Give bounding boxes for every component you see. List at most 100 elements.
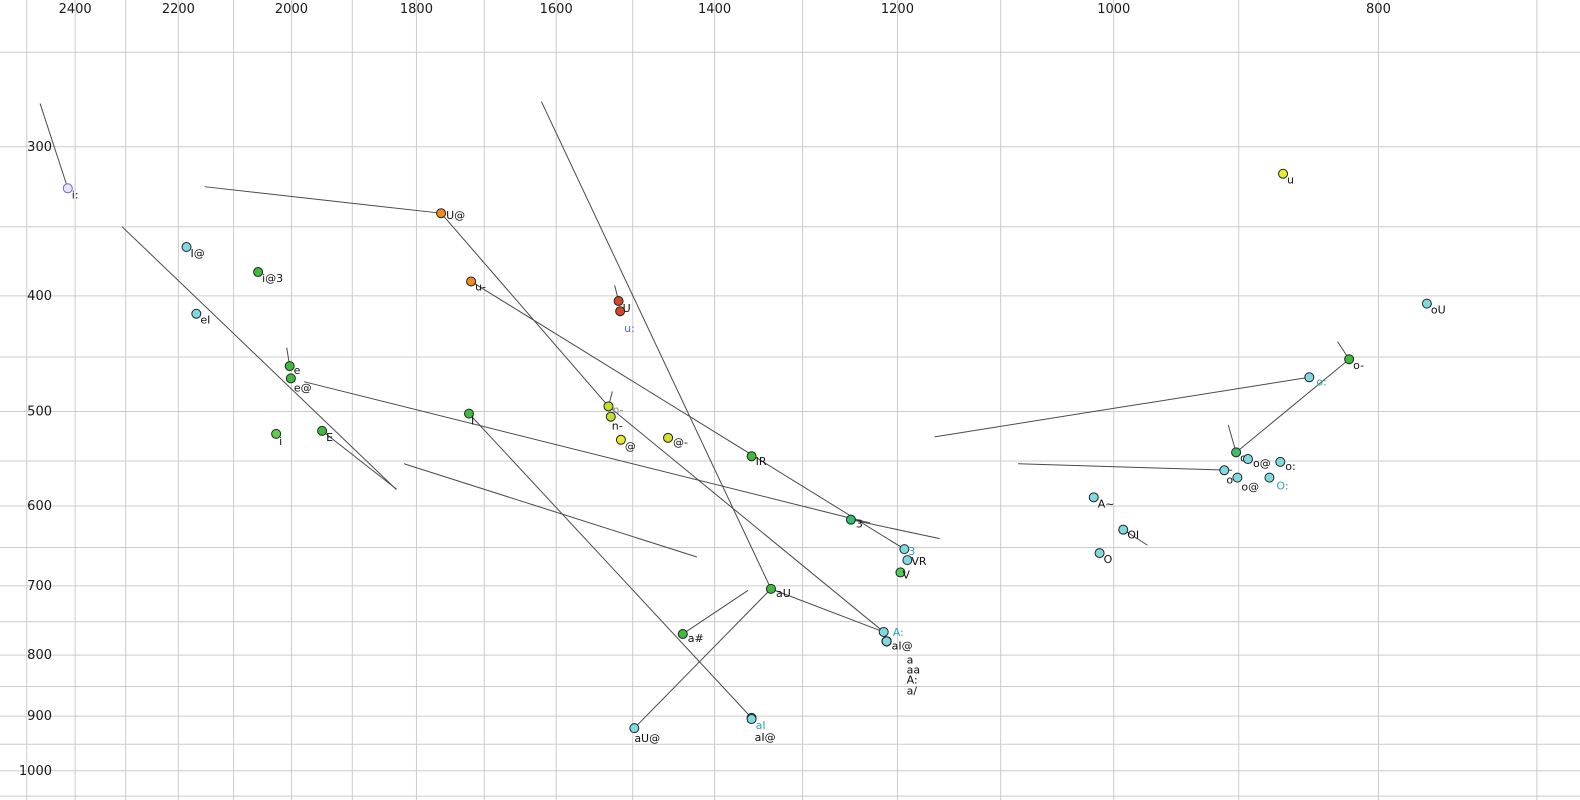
vowel-point-n-[interactable] [605, 411, 616, 422]
vowel-point-label-o:: o: [1316, 375, 1326, 388]
y-tick-label: 700 [27, 579, 52, 594]
vowel-point-E[interactable] [317, 425, 328, 436]
vowel-point-label-A~: A~ [1098, 497, 1115, 510]
vowel-point-o[interactable] [1231, 447, 1242, 458]
y-tick-label: 900 [27, 709, 52, 724]
vowel-point-3[interactable] [899, 544, 910, 555]
vowel-point-U@[interactable] [436, 208, 447, 219]
vowel-point-U[interactable] [613, 296, 624, 307]
vowel-point-label-e@: e@ [294, 381, 312, 394]
trajectory-line [608, 405, 885, 633]
trajectory-line [682, 589, 749, 635]
x-tick-label: 2400 [59, 2, 92, 17]
vowel-point-label-o@: o@ [1253, 457, 1271, 470]
vowel-point-label-o-: o- [1353, 359, 1364, 372]
vowel-point-VR[interactable] [902, 555, 913, 566]
trajectory-line [770, 588, 884, 633]
vowel-point-label-3: 3 [908, 545, 915, 558]
vowel-point-e[interactable] [284, 361, 295, 372]
vowel-point-e@[interactable] [285, 373, 296, 384]
trajectory-line [540, 101, 772, 590]
vowel-point-label-OI: OI [1127, 529, 1139, 542]
vowel-point-3[interactable] [845, 514, 856, 525]
vowel-point-IR[interactable] [746, 451, 757, 462]
vowel-point-i:[interactable] [62, 183, 73, 194]
trajectory-line [468, 413, 752, 719]
vowel-point-O[interactable] [1094, 548, 1105, 559]
vowel-point-A~[interactable] [1088, 492, 1099, 503]
x-tick-label: 1000 [1097, 2, 1130, 17]
vowel-point-label-a#: a# [688, 632, 704, 645]
vowel-point-I@[interactable] [181, 242, 192, 253]
vowel-point-label-E: E [326, 431, 333, 444]
vowel-point-aI@[interactable] [746, 714, 757, 725]
trajectory-line [403, 463, 698, 558]
x-tick-label: 2200 [162, 2, 195, 17]
vowel-point-label-@: @ [625, 440, 636, 453]
vowel-point-o:[interactable] [1304, 372, 1315, 383]
vowel-point-o-[interactable] [1344, 354, 1355, 365]
y-tick-label: 1000 [19, 764, 52, 779]
vowel-point-aU@[interactable] [629, 723, 640, 734]
vowel-point-u[interactable] [1278, 168, 1289, 179]
trajectory-line [934, 376, 1310, 438]
vowel-point-label-aI: aI [756, 719, 766, 732]
vowel-point-label-o:: o: [1285, 460, 1295, 473]
y-tick-label: 300 [27, 140, 52, 155]
vowel-point-label-U@: U@ [446, 209, 465, 222]
vowel-point-label-a: a [907, 653, 914, 666]
x-tick-label: 1800 [400, 2, 433, 17]
vowel-point-label-n-: n- [612, 403, 623, 416]
trajectory-line [470, 281, 905, 550]
vowel-point-label-aI@: aI@ [892, 639, 913, 652]
vowel-point-oU[interactable] [1421, 298, 1432, 309]
trajectory-line [1235, 358, 1350, 453]
vowel-point-label-A:: A: [907, 673, 918, 686]
vowel-point-i[interactable] [271, 428, 282, 439]
y-tick-label: 500 [27, 405, 52, 420]
vowel-point-V[interactable] [895, 567, 906, 578]
trajectory-line [633, 588, 772, 729]
vowel-point-label-IR: IR [756, 455, 767, 468]
vowel-point-u-[interactable] [466, 276, 477, 287]
vowel-point-label-aU@: aU@ [634, 732, 660, 745]
vowel-point-label-o: o [1226, 473, 1233, 486]
vowel-point-OI[interactable] [1118, 524, 1129, 535]
vowel-point-label-I@: I@ [191, 247, 205, 260]
vowel-point-@-[interactable] [663, 432, 674, 443]
vowel-point-label-A:: A: [893, 626, 904, 639]
vowel-point-o:[interactable] [1275, 456, 1286, 467]
vowel-point-eI[interactable] [191, 308, 202, 319]
trajectory-line [303, 381, 871, 524]
vowel-point-label-V: V [902, 568, 910, 581]
vowel-point-label-i:: i: [72, 188, 79, 201]
vowel-point-@[interactable] [615, 434, 626, 445]
vowel-point-a#[interactable] [677, 628, 688, 639]
vowel-point-label-n-: n- [612, 420, 623, 433]
vowel-point-a/[interactable] [881, 636, 892, 647]
vowel-point-o[interactable] [1219, 465, 1230, 476]
trajectory-line [440, 212, 609, 407]
vowel-point-o@[interactable] [1242, 454, 1253, 465]
vowel-point-label-a/: a/ [907, 684, 918, 697]
vowel-point-A:[interactable] [878, 626, 889, 637]
trajectory-line [850, 519, 940, 540]
x-tick-label: 1400 [698, 2, 731, 17]
vowel-point-I[interactable] [463, 408, 474, 419]
vowel-point-o@[interactable] [1232, 472, 1243, 483]
vowel-point-aU[interactable] [765, 583, 776, 594]
x-tick-label: 2000 [275, 2, 308, 17]
vowel-point-u:[interactable] [615, 306, 626, 317]
vowel-point-i@3[interactable] [253, 267, 264, 278]
vowel-point-label-o@: o@ [1241, 481, 1259, 494]
trajectory-line [204, 186, 442, 214]
vowel-point-O:[interactable] [1264, 472, 1275, 483]
vowel-point-label-I: I [471, 415, 474, 428]
y-tick-label: 800 [27, 648, 52, 663]
x-tick-label: 1600 [540, 2, 573, 17]
vowel-point-n-[interactable] [603, 401, 614, 412]
y-tick-label: 600 [27, 499, 52, 514]
vowel-point-label-O: O [1104, 553, 1113, 566]
